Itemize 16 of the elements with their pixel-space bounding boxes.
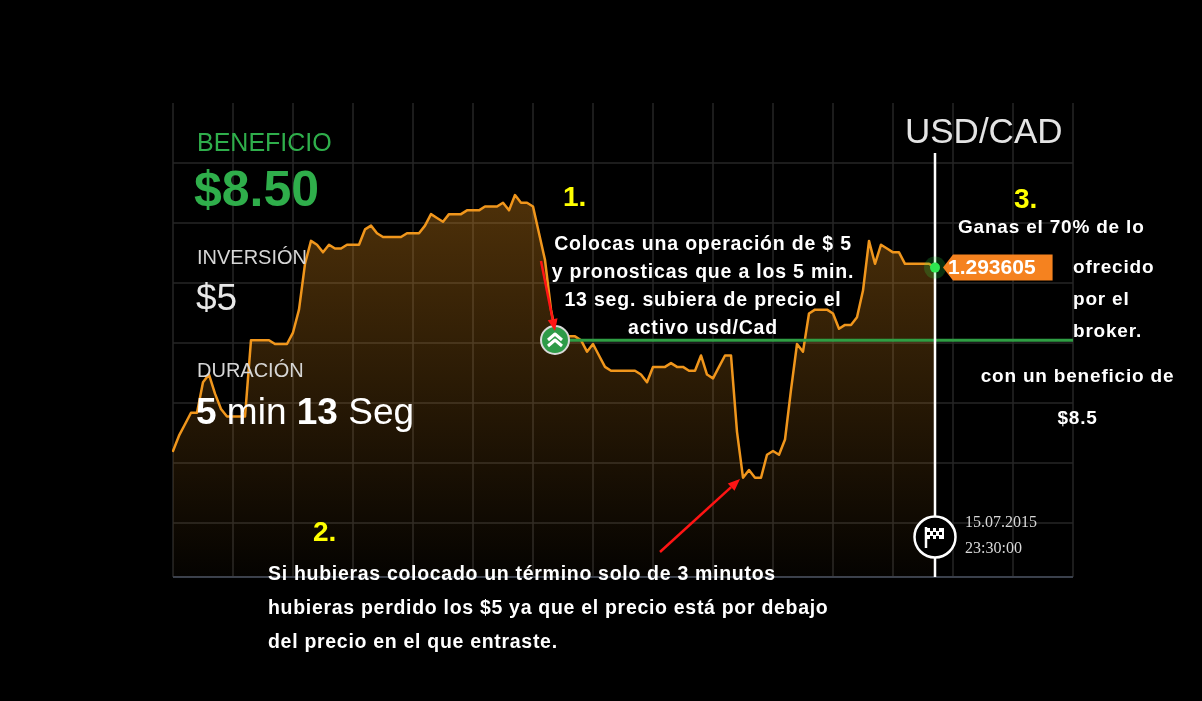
annotation: INVERSIÓN [197, 246, 308, 269]
annotation: Si hubieras colocado un término solo de 3 minutos hubieras perdido los $5 ya que el precio está por debajo del precio en el que entraste. [268, 561, 830, 654]
annotation: 1. [563, 181, 587, 214]
annotation: $8.50 [194, 161, 320, 219]
annotation: Ganas el 70% de lo [958, 216, 1145, 238]
annotation: ofrecido por el broker. [1073, 255, 1156, 343]
text: BENEFICIO [197, 128, 332, 157]
annotation: $5 [196, 277, 238, 320]
annotation: 3. [1014, 183, 1038, 216]
text: 15.07.2015 23:30:00 [965, 513, 1037, 556]
annotation: 1.293605 [948, 255, 1036, 279]
annotation: con un beneficio de $8.5 [979, 364, 1176, 430]
chart-title: USD/CAD [905, 111, 1063, 152]
annotation: 5 min 13 Seg [196, 391, 415, 434]
annotation: 2. [313, 516, 337, 549]
annotation: Colocas una operación de $ 5 y pronosticas que a los 5 min. 13 seg. subiera de precio el activo usd/Cad [550, 231, 856, 340]
